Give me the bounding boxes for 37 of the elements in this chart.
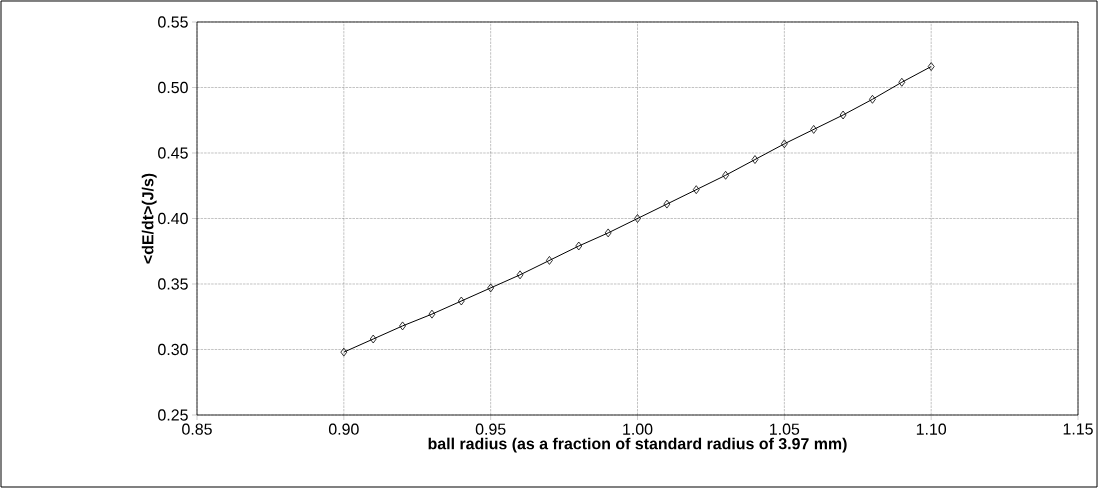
point [810, 125, 818, 134]
x-tick-label: 0.90 [328, 423, 359, 435]
y-tick-label: 0.55 [158, 16, 188, 28]
y-tick-label: 0.45 [158, 147, 188, 159]
point [927, 62, 935, 71]
point [898, 77, 906, 87]
point [604, 228, 612, 238]
x-tick-label: 0.95 [475, 423, 506, 435]
point [457, 296, 465, 306]
x-tick-label: 0.85 [182, 423, 212, 435]
point [722, 170, 730, 180]
point [575, 241, 583, 251]
point [751, 155, 759, 164]
x-tick-label: 1.15 [1063, 423, 1093, 435]
x-tick-label: 1.10 [916, 423, 947, 435]
point [634, 214, 641, 223]
x-tick-label: 1.00 [623, 423, 653, 435]
point [428, 309, 436, 319]
point [780, 139, 788, 149]
y-tick-label: 0.50 [158, 81, 188, 94]
x-tick-label: 1.05 [770, 423, 800, 435]
point [487, 283, 495, 293]
y-tick-label: 0.30 [158, 343, 188, 356]
y-tick-label: 0.40 [158, 212, 188, 225]
point [516, 270, 524, 280]
point [663, 199, 671, 209]
point [839, 110, 847, 120]
point [399, 321, 406, 331]
point [692, 185, 700, 195]
y-tick-label: 0.25 [158, 409, 188, 421]
x-axis-title: ball radius (as a fraction of standard radius of 3.97 mm) [428, 437, 847, 453]
point [369, 334, 377, 344]
point [546, 256, 553, 265]
point [340, 347, 348, 357]
point [869, 94, 876, 104]
y-axis-title: <dE/dt>(J/s) [141, 173, 157, 264]
y-tick-label: 0.35 [158, 278, 188, 290]
